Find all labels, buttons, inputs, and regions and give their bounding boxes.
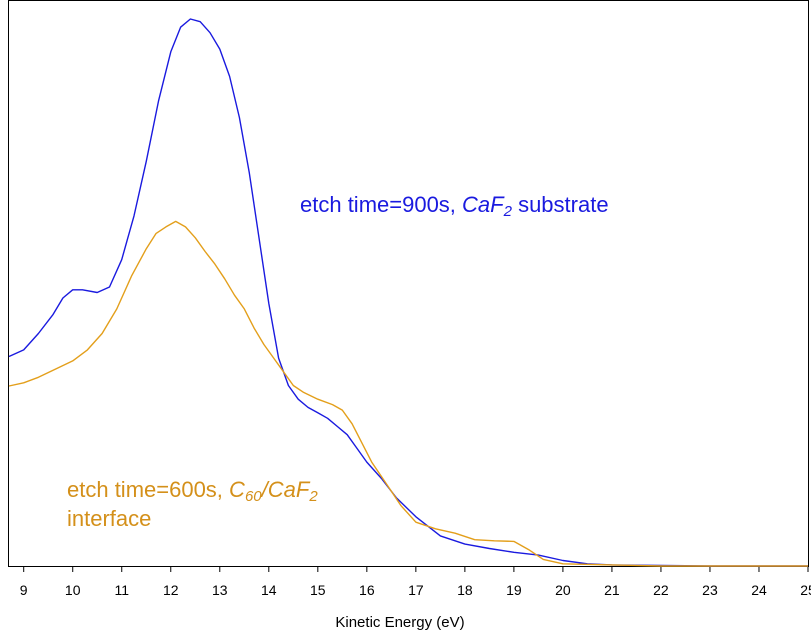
x-tick-label: 20 [555, 582, 571, 598]
plot-frame [8, 0, 809, 567]
annotation-900s: etch time=900s, CaF2 substrate [300, 192, 609, 220]
x-tick-label: 12 [163, 582, 179, 598]
x-tick-label: 15 [310, 582, 326, 598]
x-axis-label: Kinetic Energy (eV) [335, 614, 464, 631]
series-line-900s [8, 18, 808, 567]
series-line-600s [8, 220, 808, 567]
x-tick-label: 19 [506, 582, 522, 598]
series-lines [8, 18, 808, 567]
annotation-600s: etch time=600s, C60/CaF2 [67, 477, 318, 505]
x-tick-label: 17 [408, 582, 424, 598]
x-tick-label: 14 [261, 582, 277, 598]
annotation-600s-line2: interface [67, 506, 151, 531]
x-tick-label: 18 [457, 582, 473, 598]
x-tick-label: 21 [604, 582, 620, 598]
x-tick-label: 22 [653, 582, 669, 598]
x-axis: 9 10 11 12 13 14 15 16 17 18 19 20 21 22 23 24 25 [20, 566, 811, 598]
x-tick-label: 11 [114, 582, 129, 598]
x-tick-label: 16 [359, 582, 375, 598]
x-tick-label: 25 [800, 582, 811, 598]
x-tick-label: 23 [702, 582, 718, 598]
x-tick-label: 24 [751, 582, 767, 598]
x-tick-label: 13 [212, 582, 228, 598]
x-tick-label: 10 [65, 582, 81, 598]
x-tick-label: 9 [20, 582, 28, 598]
